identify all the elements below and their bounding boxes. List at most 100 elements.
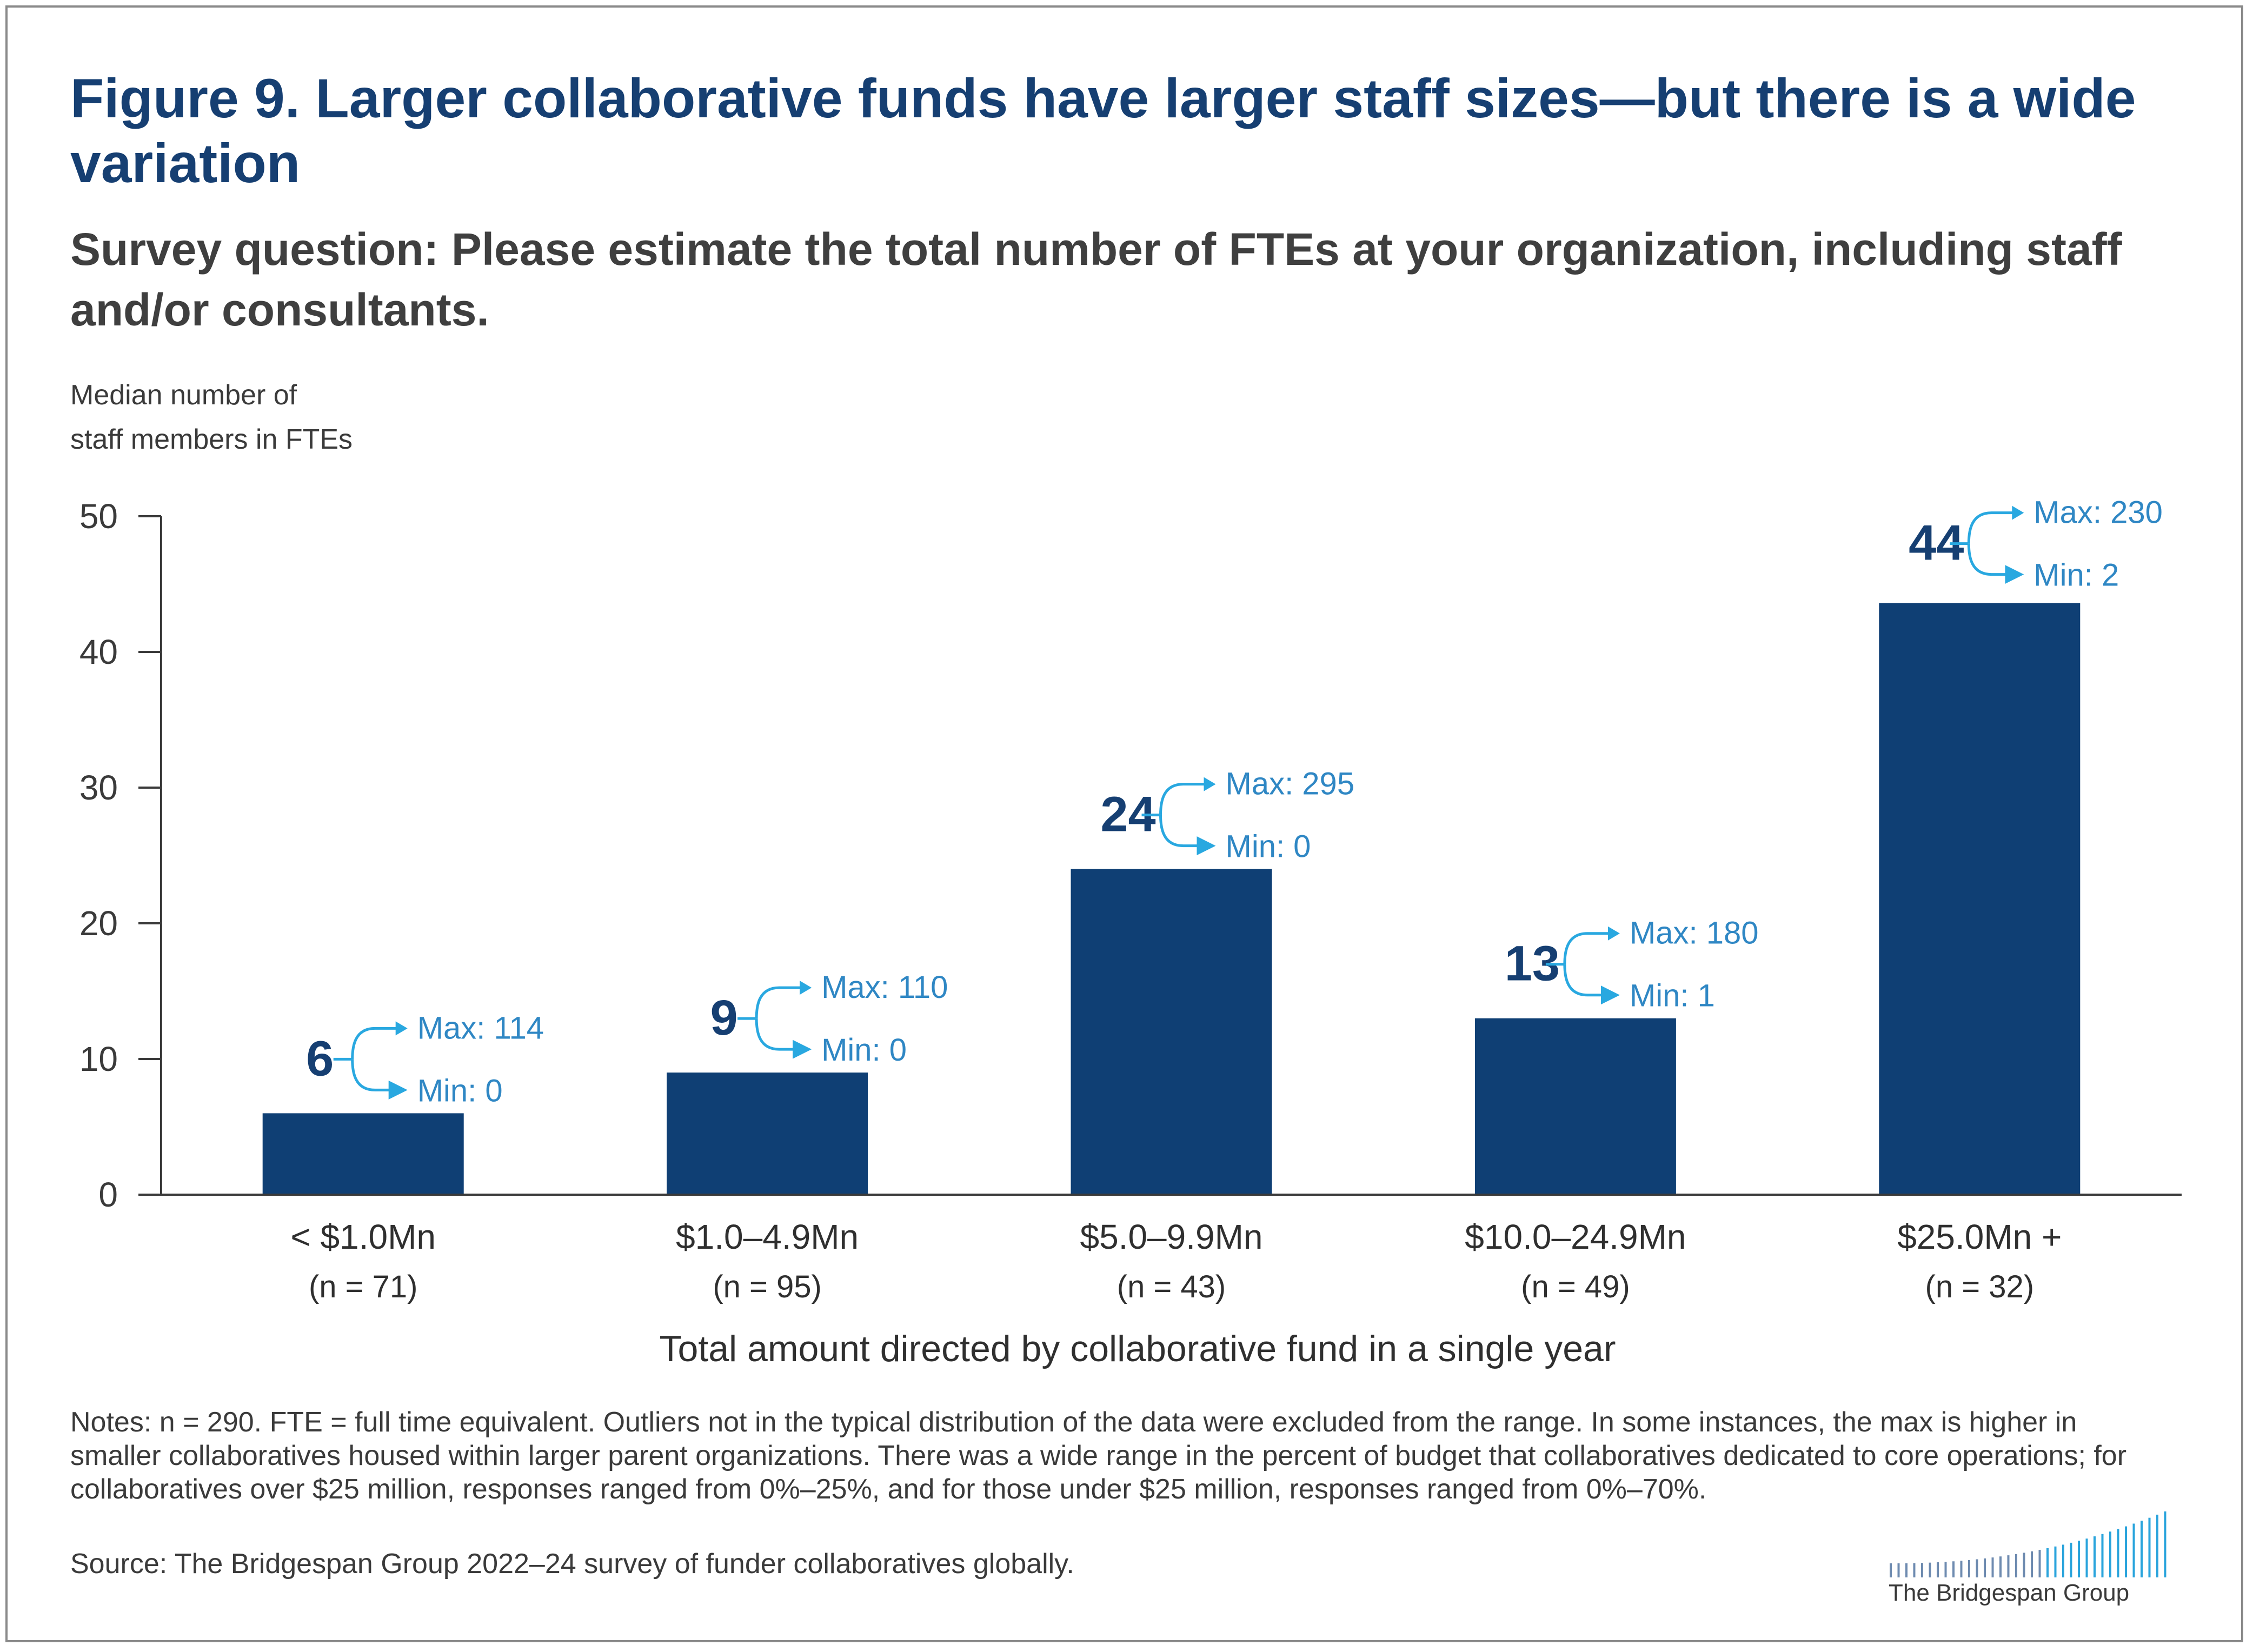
logo-bar [1984, 1558, 1986, 1577]
min-label: Min: 1 [1630, 978, 1715, 1014]
logo-bar [2085, 1538, 2088, 1577]
source-note: Source: The Bridgespan Group 2022–24 sur… [70, 1548, 1074, 1580]
max-label: Max: 295 [1226, 767, 1355, 802]
range-bracket: Max: 230 Min: 2 [1950, 495, 2163, 593]
range-bracket: Max: 114 Min: 0 [333, 1010, 544, 1108]
bar-chart: Median number of staff members in FTEs 0… [70, 379, 2182, 1369]
bar [1071, 869, 1272, 1195]
logo-bar [2015, 1554, 2017, 1577]
range-bracket: Max: 295 Min: 0 [1141, 767, 1355, 864]
logo-bar [2125, 1526, 2127, 1577]
bracket-upper-arrow [755, 986, 808, 1019]
logo-bar [2031, 1551, 2033, 1577]
bar [1474, 1018, 1676, 1195]
y-axis-label-line-1: Median number of [70, 379, 297, 411]
bracket-upper-arrow [1159, 783, 1212, 815]
logo-bar [1952, 1561, 1955, 1577]
x-axis: < $1.0Mn (n = 71) $1.0–4.9Mn (n = 95) $5.0–9… [161, 1194, 2182, 1304]
bar [667, 1073, 868, 1195]
bracket-upper-arrowhead [395, 1021, 408, 1036]
x-tick-label: $10.0–24.9Mn [1465, 1217, 1686, 1256]
bridgespan-logo [1890, 1511, 2166, 1577]
sample-size-label: (n = 43) [1117, 1269, 1226, 1304]
logo-bar [1921, 1563, 1923, 1577]
value-label: 9 [710, 990, 738, 1045]
y-axis-label-line-2: staff members in FTEs [70, 424, 353, 455]
sample-size-label: (n = 71) [309, 1269, 418, 1304]
bracket-lower-arrow [1967, 543, 2024, 584]
logo-bar [2109, 1531, 2111, 1577]
logo-bar [1890, 1563, 1892, 1577]
bracket-lower-arrow [1563, 964, 1620, 1005]
x-axis-title: Total amount directed by collaborative f… [659, 1328, 1616, 1369]
min-label: Min: 2 [2033, 558, 2119, 593]
bracket-upper-arrow [1563, 932, 1616, 964]
x-tick-label: $1.0–4.9Mn [676, 1217, 859, 1256]
sample-size-label: (n = 95) [713, 1269, 822, 1304]
min-label: Min: 0 [417, 1073, 503, 1108]
bracket-upper-arrowhead [2012, 505, 2024, 520]
logo-bar [2038, 1549, 2041, 1577]
bracket-lower-arrow [351, 1059, 408, 1100]
logo-bar [1991, 1557, 1994, 1577]
logo-bar [2094, 1536, 2096, 1577]
bar [262, 1113, 464, 1195]
bracket-upper-arrowhead [1204, 777, 1216, 791]
y-tick-label: 20 [79, 904, 118, 943]
bracket-upper-arrowhead [800, 981, 812, 995]
logo-bar [1905, 1563, 1908, 1577]
notes: Notes: n = 290. FTE = full time equivale… [70, 1407, 2127, 1505]
logo-bar [2117, 1529, 2119, 1577]
y-tick-label: 0 [98, 1175, 118, 1214]
y-tick-label: 50 [79, 497, 118, 536]
max-label: Max: 230 [2033, 495, 2163, 530]
logo-bar [2007, 1555, 2010, 1577]
y-axis: 0 10 20 30 40 50 [79, 497, 162, 1214]
bracket-upper-arrow [351, 1027, 404, 1060]
sample-size-label: (n = 49) [1521, 1269, 1630, 1304]
bracket-lower-arrow [1159, 815, 1216, 856]
logo-bar [1968, 1560, 1970, 1577]
y-tick-label: 40 [79, 632, 118, 671]
logo-bar [2164, 1511, 2166, 1577]
x-tick-label: < $1.0Mn [290, 1217, 436, 1256]
value-label: 6 [306, 1031, 334, 1086]
logo-bar [2132, 1523, 2135, 1577]
max-label: Max: 180 [1630, 916, 1759, 951]
logo-bar [1944, 1562, 1947, 1577]
logo-bar [1976, 1559, 1978, 1577]
min-label: Min: 0 [821, 1032, 907, 1068]
logo-bar [2054, 1546, 2057, 1577]
logo-bar [1937, 1562, 1939, 1577]
bar [1879, 603, 2081, 1195]
max-label: Max: 110 [821, 970, 948, 1005]
logo-bar [2101, 1534, 2104, 1577]
range-bracket: Max: 180 Min: 1 [1545, 916, 1759, 1014]
x-tick-label: $25.0Mn + [1897, 1217, 2062, 1256]
logo-bar [2023, 1553, 2025, 1577]
logo-text: The Bridgespan Group [1889, 1580, 2130, 1606]
logo-bar [1999, 1556, 2002, 1577]
min-label: Min: 0 [1226, 829, 1311, 864]
y-tick-label: 30 [79, 768, 118, 807]
figure-title: Figure 9. Larger collaborative funds hav… [70, 68, 2136, 194]
logo-bar [2070, 1542, 2072, 1577]
figure-frame [5, 5, 2243, 1642]
logo-bar [2156, 1514, 2158, 1577]
max-label: Max: 114 [417, 1010, 544, 1045]
logo-bar [1929, 1562, 1931, 1577]
logo-bar [1913, 1563, 1916, 1577]
logo-bar [1960, 1561, 1963, 1577]
x-tick-label: $5.0–9.9Mn [1080, 1217, 1262, 1256]
range-bracket: Max: 110 Min: 0 [737, 970, 948, 1068]
bracket-lower-arrow [755, 1018, 812, 1059]
logo-bar [2046, 1548, 2049, 1577]
bracket-upper-arrowhead [1607, 926, 1620, 941]
logo-bar [2148, 1517, 2151, 1577]
survey-question: Survey question: Please estimate the tot… [70, 224, 2122, 335]
logo-bar [1897, 1563, 1900, 1577]
bracket-upper-arrow [1967, 511, 2021, 544]
y-tick-label: 10 [79, 1040, 118, 1078]
logo-bar [2078, 1541, 2080, 1577]
